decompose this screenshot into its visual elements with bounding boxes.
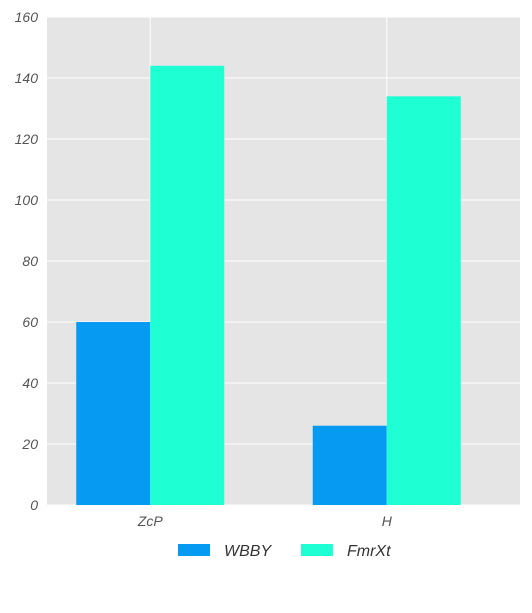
y-tick-label: 160: [15, 9, 39, 25]
legend-label-FmrXt: FmrXt: [347, 543, 391, 560]
bars: [76, 65, 461, 506]
y-tick-label: 0: [30, 497, 38, 513]
y-tick-label: 120: [15, 131, 39, 147]
bar-WBBY-ZcP: [76, 322, 151, 505]
x-axis-tick-labels: ZcP H: [137, 513, 393, 529]
legend: WBBY FmrXt: [178, 543, 391, 560]
y-tick-label: 60: [22, 314, 38, 330]
y-tick-label: 40: [22, 375, 38, 391]
y-tick-label: 80: [22, 253, 38, 269]
y-tick-label: 20: [21, 436, 38, 452]
legend-swatch-WBBY: [178, 544, 210, 556]
x-tick-label: H: [382, 513, 393, 529]
y-tick-label: 100: [15, 192, 39, 208]
legend-label-WBBY: WBBY: [224, 543, 272, 560]
y-tick-label: 140: [15, 70, 39, 86]
legend-swatch-FmrXt: [301, 544, 333, 556]
bar-WBBY-H: [312, 425, 387, 505]
x-tick-label: ZcP: [137, 513, 164, 529]
y-axis-tick-labels: 0 20 40 60 80 100 120 140 160: [15, 9, 39, 513]
bar-FmrXt-ZcP: [150, 65, 225, 506]
bar-FmrXt-H: [386, 96, 461, 506]
